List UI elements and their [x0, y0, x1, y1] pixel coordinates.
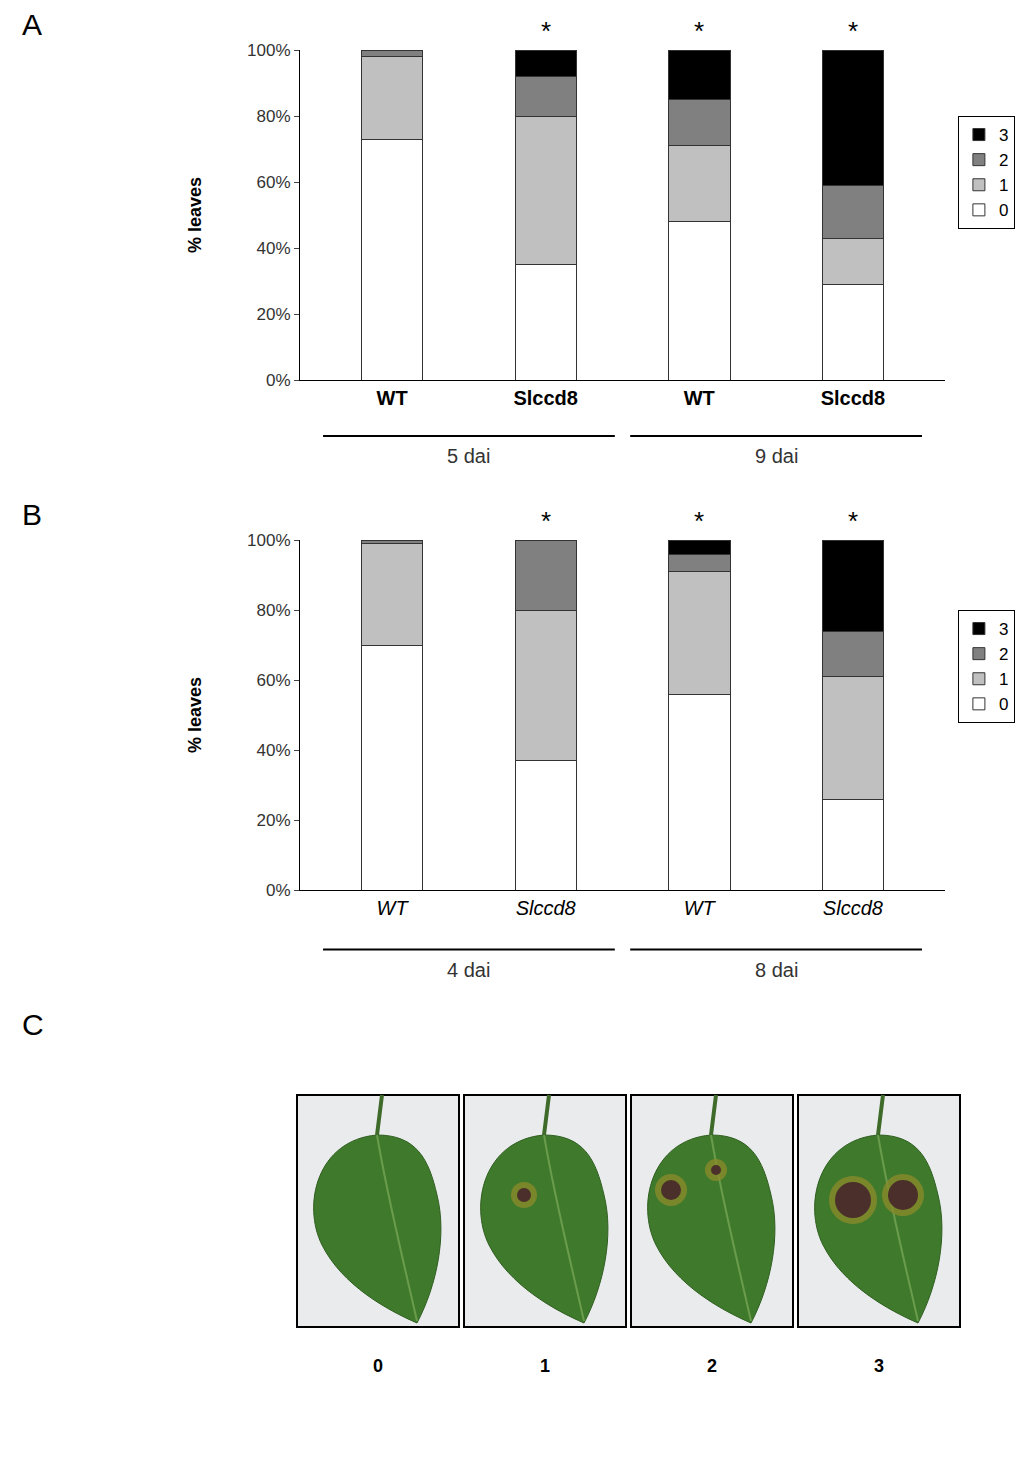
svg-text:4 dai: 4 dai	[447, 959, 490, 981]
svg-text:Slccd8: Slccd8	[821, 387, 885, 409]
svg-text:20%: 20%	[257, 305, 291, 324]
svg-text:0: 0	[999, 201, 1008, 220]
svg-text:5 dai: 5 dai	[447, 445, 490, 467]
svg-text:1: 1	[999, 670, 1008, 689]
svg-text:40%: 40%	[257, 239, 291, 258]
svg-text:100%: 100%	[247, 41, 290, 60]
svg-text:40%: 40%	[257, 741, 291, 760]
svg-text:WT: WT	[377, 387, 408, 409]
svg-text:80%: 80%	[257, 601, 291, 620]
html-text:A: A	[22, 8, 42, 41]
svg-text:Slccd8: Slccd8	[513, 387, 577, 409]
svg-text:9 dai: 9 dai	[755, 445, 798, 467]
svg-text:1: 1	[999, 176, 1008, 195]
svg-text:WT: WT	[684, 387, 715, 409]
svg-text:0: 0	[373, 1356, 383, 1376]
svg-text:1: 1	[540, 1356, 550, 1376]
svg-text:0: 0	[999, 695, 1008, 714]
svg-text:0%: 0%	[266, 881, 291, 900]
html-text:B: B	[22, 498, 42, 531]
svg-text:Slccd8: Slccd8	[823, 897, 883, 919]
svg-text:100%: 100%	[247, 531, 290, 550]
svg-text:3: 3	[999, 620, 1008, 639]
svg-text:WT: WT	[377, 897, 410, 919]
svg-text:% leaves: % leaves	[185, 177, 205, 253]
svg-text:2: 2	[707, 1356, 717, 1376]
svg-text:0%: 0%	[266, 371, 291, 390]
svg-text:20%: 20%	[257, 811, 291, 830]
svg-text:2: 2	[999, 645, 1008, 664]
svg-text:*: *	[848, 506, 858, 536]
svg-text:*: *	[848, 16, 858, 46]
svg-text:*: *	[694, 16, 704, 46]
html-text:C: C	[22, 1008, 44, 1041]
svg-text:60%: 60%	[257, 173, 291, 192]
svg-text:2: 2	[999, 151, 1008, 170]
svg-text:Slccd8: Slccd8	[516, 897, 576, 919]
svg-text:80%: 80%	[257, 107, 291, 126]
svg-text:8 dai: 8 dai	[755, 959, 798, 981]
svg-text:3: 3	[874, 1356, 884, 1376]
svg-text:3: 3	[999, 126, 1008, 145]
svg-text:*: *	[694, 506, 704, 536]
svg-text:*: *	[541, 16, 551, 46]
svg-text:60%: 60%	[257, 671, 291, 690]
svg-text:% leaves: % leaves	[185, 677, 205, 753]
svg-text:WT: WT	[684, 897, 717, 919]
svg-text:*: *	[541, 506, 551, 536]
